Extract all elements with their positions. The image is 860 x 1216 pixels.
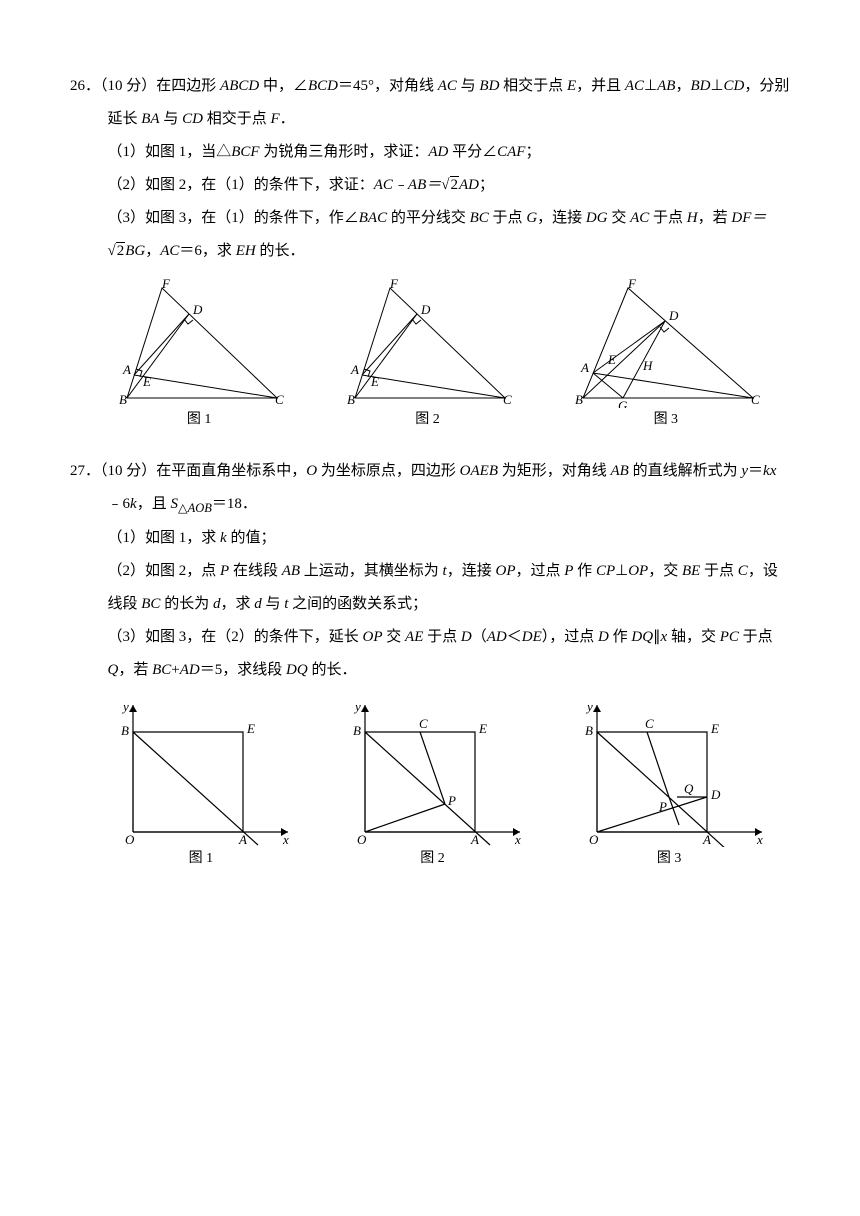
p26-fig1-svg: B C F A D E (107, 278, 292, 408)
svg-text:y: y (585, 699, 593, 714)
p27-sub2: （2）如图 2，点 P 在线段 AB 上运动，其横坐标为 t，连接 OP，过点 … (70, 555, 790, 621)
p26-s3-eq-r: BG (125, 243, 145, 259)
p26-s2-eq-l: AC﹣AB＝ (374, 177, 442, 193)
svg-text:B: B (575, 392, 583, 407)
problem-26: 26．（10 分）在四边形 ABCD 中，∠BCD＝45°，对角线 AC 与 B… (70, 70, 790, 430)
p26-fig3: B C F A D E G H 图 3 (563, 278, 768, 430)
p26-fig2: B C F A D E 图 2 (335, 278, 520, 430)
svg-text:C: C (275, 392, 284, 407)
svg-text:A: A (350, 362, 359, 377)
svg-text:E: E (710, 721, 719, 736)
p27-head: 27．（10 分）在平面直角坐标系中，O 为坐标原点，四边形 OAEB 为矩形，… (70, 455, 790, 523)
p27-fig2-svg: O A E B x y C P (335, 697, 530, 847)
svg-text:A: A (470, 832, 479, 847)
svg-text:x: x (756, 832, 763, 847)
svg-text:C: C (419, 716, 428, 731)
p27-fig2-caption: 图 2 (335, 849, 530, 869)
p26-sub1: （1）如图 1，当△BCF 为锐角三角形时，求证：AD 平分∠CAF； (70, 136, 790, 169)
p27-fig3: O A E B x y C P D Q 图 3 (567, 697, 772, 869)
p26-s2-eq-r: AD (459, 177, 479, 193)
svg-text:B: B (585, 723, 593, 738)
svg-text:B: B (347, 392, 355, 407)
svg-text:F: F (627, 278, 637, 291)
svg-text:E: E (370, 374, 379, 389)
svg-text:C: C (645, 716, 654, 731)
p26-points: （10 分） (100, 78, 156, 94)
p26-fig2-svg: B C F A D E (335, 278, 520, 408)
svg-text:P: P (447, 793, 456, 808)
p27-number: 27 (70, 463, 85, 479)
svg-text:D: D (710, 787, 721, 802)
svg-text:O: O (357, 832, 367, 847)
p27-fig1-svg: O A E B x y (103, 697, 298, 847)
p26-fig3-svg: B C F A D E G H (563, 278, 768, 408)
svg-text:A: A (702, 832, 711, 847)
svg-text:H: H (642, 358, 653, 373)
svg-text:A: A (122, 362, 131, 377)
p27-fig1-caption: 图 1 (103, 849, 298, 869)
svg-text:F: F (389, 278, 399, 291)
svg-text:E: E (246, 721, 255, 736)
p26-s3-rad: 2 (116, 242, 126, 259)
svg-text:B: B (119, 392, 127, 407)
p26-figures: B C F A D E 图 1 B C (70, 278, 790, 430)
svg-text:A: A (238, 832, 247, 847)
svg-text:E: E (478, 721, 487, 736)
svg-text:C: C (503, 392, 512, 407)
p27-points: （10 分） (100, 463, 156, 479)
svg-text:Q: Q (684, 781, 694, 796)
svg-text:E: E (607, 352, 616, 367)
svg-text:F: F (161, 278, 171, 291)
svg-text:A: A (580, 360, 589, 375)
svg-text:O: O (125, 832, 135, 847)
p26-head: 26．（10 分）在四边形 ABCD 中，∠BCD＝45°，对角线 AC 与 B… (70, 70, 790, 136)
svg-text:D: D (668, 308, 679, 323)
p27-fig3-caption: 图 3 (567, 849, 772, 869)
svg-text:C: C (751, 392, 760, 407)
svg-text:G: G (618, 398, 628, 408)
p26-fig1-caption: 图 1 (107, 410, 292, 430)
svg-text:P: P (658, 799, 667, 814)
svg-text:O: O (589, 832, 599, 847)
svg-text:B: B (353, 723, 361, 738)
p26-s3-eq-l: DF＝ (731, 210, 766, 226)
p26-fig2-caption: 图 2 (335, 410, 520, 430)
svg-text:x: x (282, 832, 289, 847)
p26-fig3-caption: 图 3 (563, 410, 768, 430)
svg-text:y: y (121, 699, 129, 714)
p26-fig1: B C F A D E 图 1 (107, 278, 292, 430)
p26-sub3: （3）如图 3，在（1）的条件下，作∠BAC 的平分线交 BC 于点 G，连接 … (70, 202, 790, 268)
svg-text:y: y (353, 699, 361, 714)
svg-text:E: E (142, 374, 151, 389)
p27-sub1: （1）如图 1，求 k 的值； (70, 522, 790, 555)
p26-s2-rad: 2 (450, 176, 460, 193)
p27-stem: 在平面直角坐标系中，O 为坐标原点，四边形 OAEB 为矩形，对角线 AB 的直… (108, 463, 777, 512)
p27-sub3: （3）如图 3，在（2）的条件下，延长 OP 交 AE 于点 D（AD＜DE），… (70, 621, 790, 687)
p26-stem: 在四边形 ABCD 中，∠BCD＝45°，对角线 AC 与 BD 相交于点 E，… (108, 78, 790, 127)
p26-number: 26 (70, 78, 85, 94)
p27-fig1: O A E B x y 图 1 (103, 697, 298, 869)
p27-figures: O A E B x y 图 1 (70, 697, 790, 869)
p27-fig2: O A E B x y C P 图 2 (335, 697, 530, 869)
p26-sub2: （2）如图 2，在（1）的条件下，求证：AC﹣AB＝√2AD； (70, 169, 790, 202)
p27-fig3-svg: O A E B x y C P D Q (567, 697, 772, 847)
svg-text:x: x (514, 832, 521, 847)
svg-text:B: B (121, 723, 129, 738)
problem-27: 27．（10 分）在平面直角坐标系中，O 为坐标原点，四边形 OAEB 为矩形，… (70, 455, 790, 869)
svg-text:D: D (420, 302, 431, 317)
svg-text:D: D (192, 302, 203, 317)
